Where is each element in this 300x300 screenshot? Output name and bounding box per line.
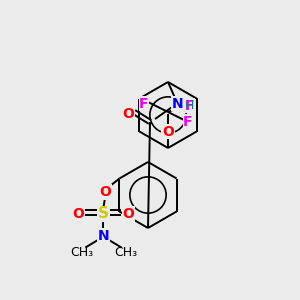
Text: H: H	[185, 99, 194, 112]
Text: CH₃: CH₃	[114, 245, 137, 259]
Text: S: S	[98, 206, 109, 221]
Text: O: O	[73, 207, 84, 221]
Text: F: F	[185, 98, 195, 112]
Text: F: F	[183, 115, 193, 128]
Text: O: O	[122, 207, 134, 221]
Text: O: O	[122, 106, 134, 121]
Text: F: F	[139, 97, 149, 110]
Text: O: O	[162, 124, 174, 139]
Text: N: N	[98, 229, 109, 243]
Text: N: N	[172, 97, 184, 110]
Text: CH₃: CH₃	[70, 245, 93, 259]
Text: O: O	[100, 185, 111, 199]
